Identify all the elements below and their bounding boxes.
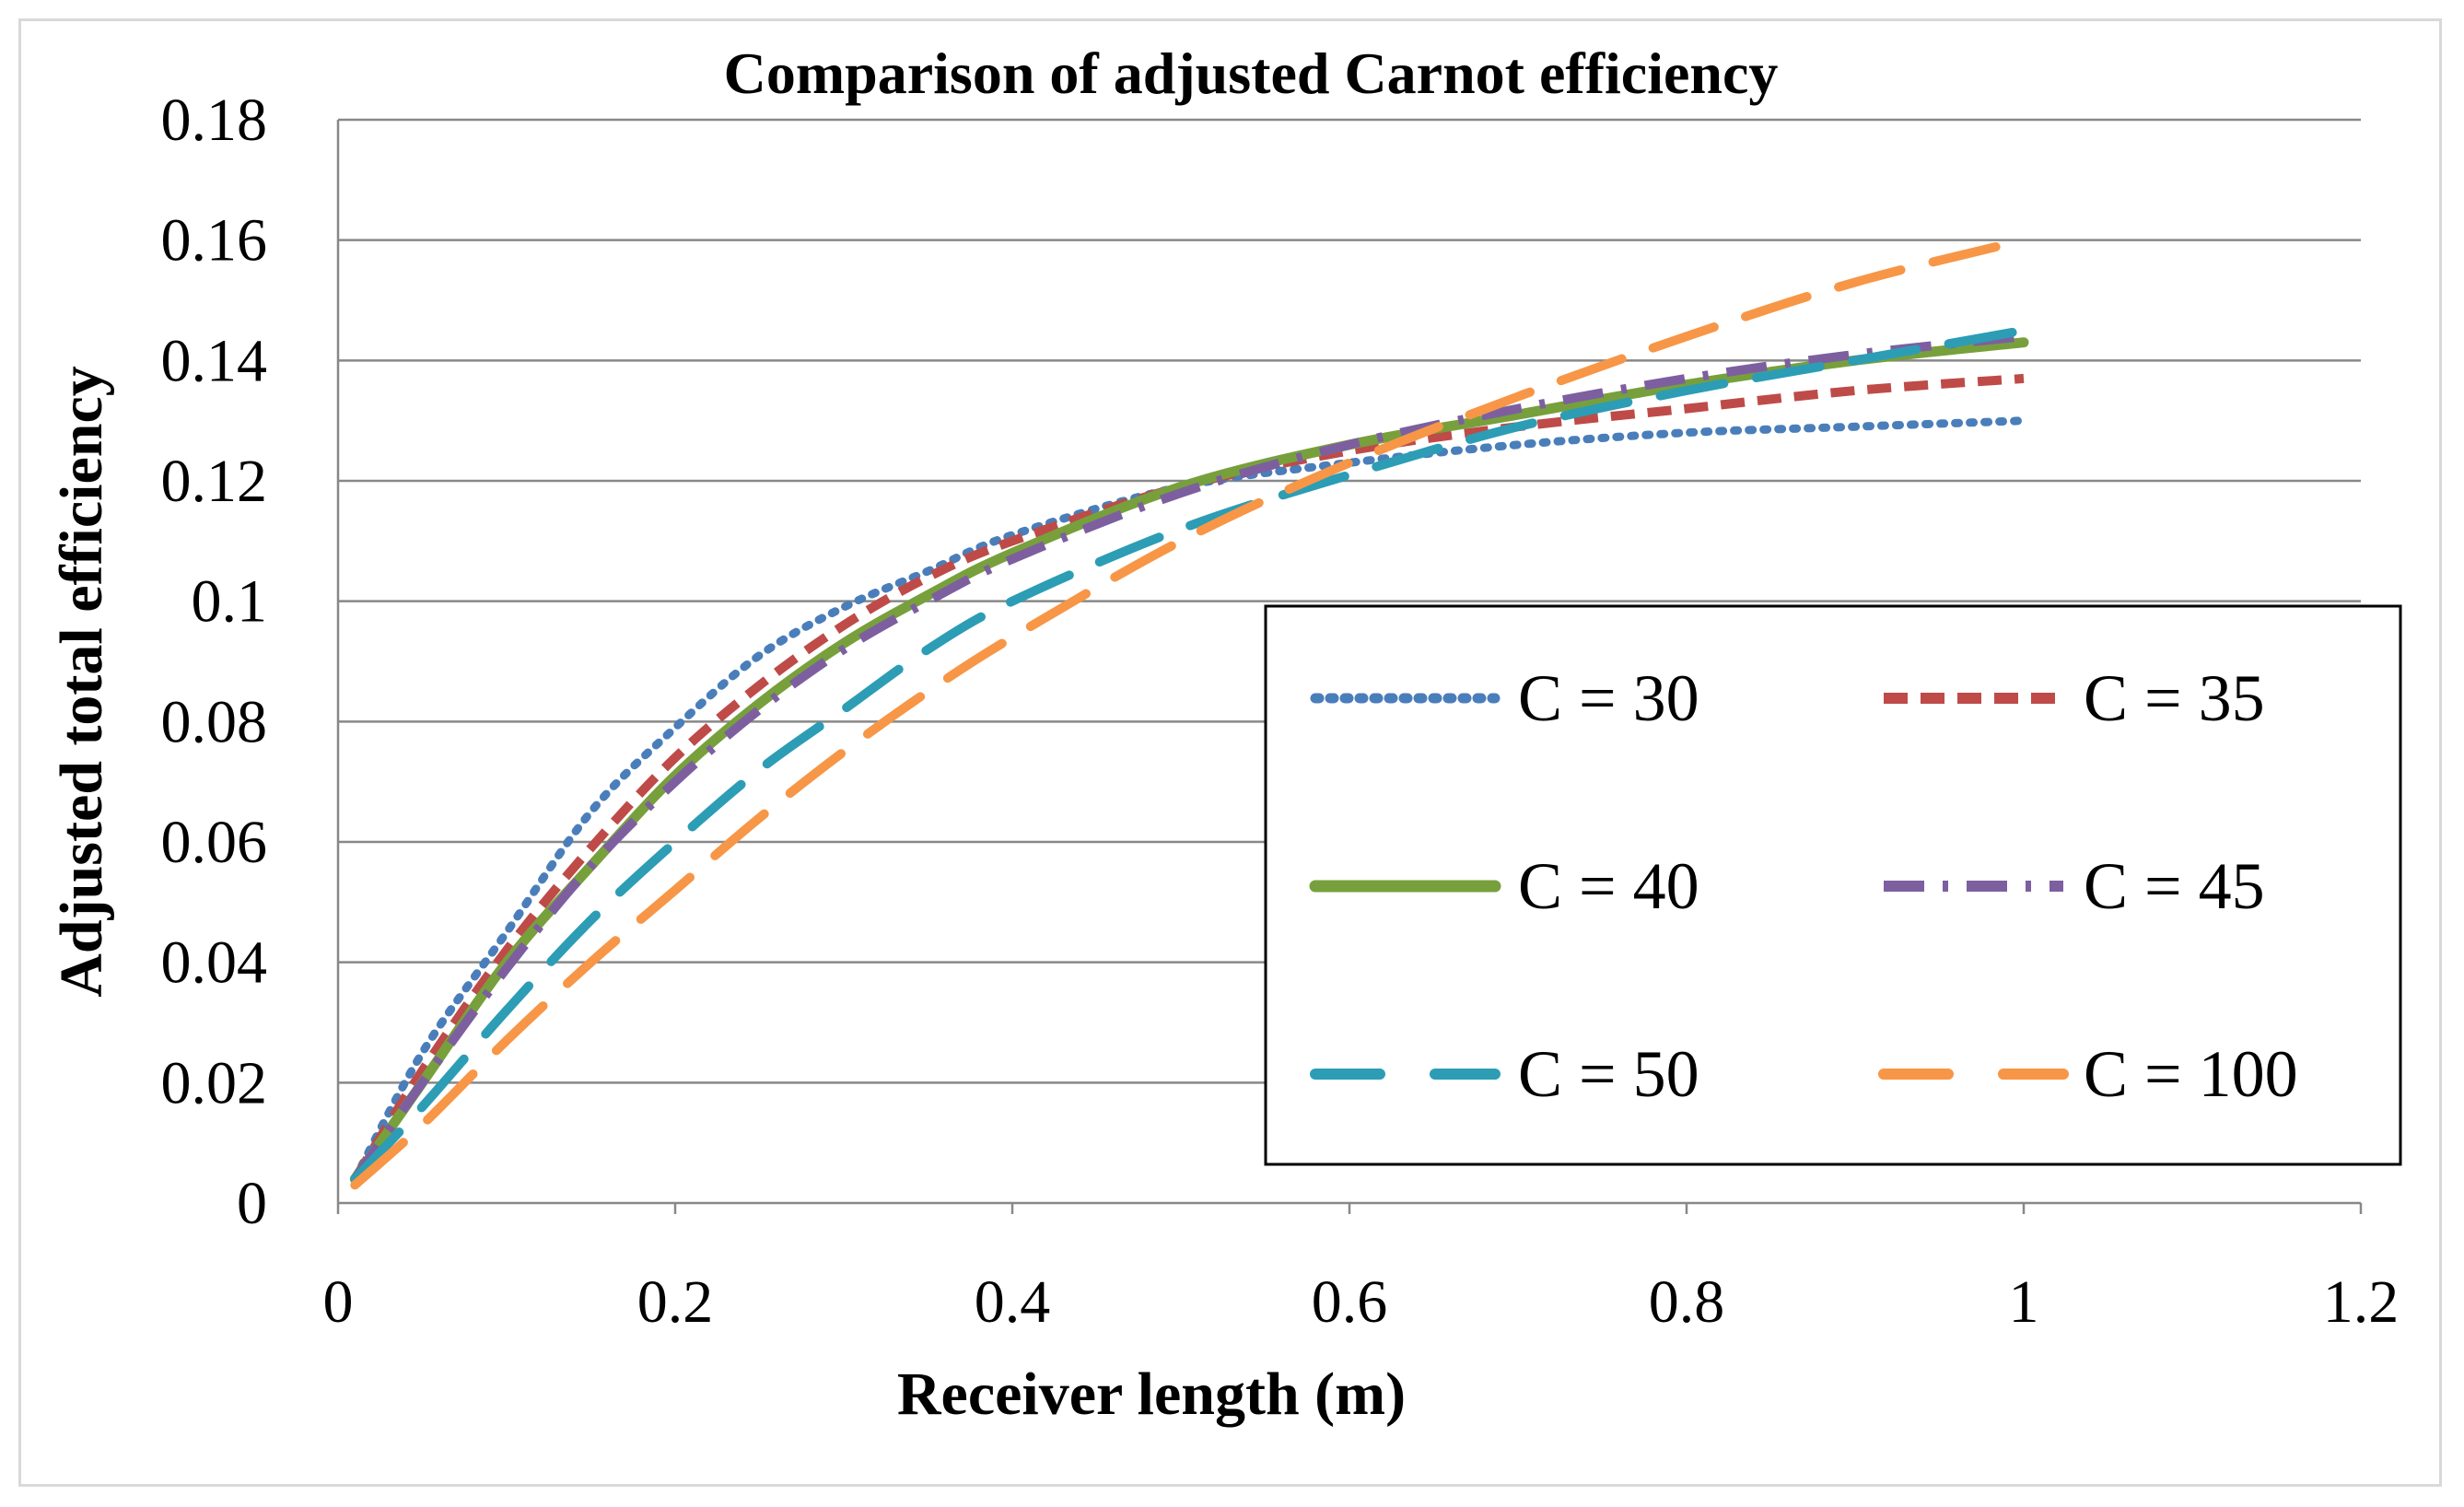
- legend: C = 30 C = 35 C = 40 C = 45 C = 50 C = 100: [1264, 604, 2402, 1166]
- chart-frame: [18, 18, 2442, 1487]
- legend-label: C = 35: [2084, 661, 2265, 735]
- x-tick-label: 0.4: [975, 1268, 1051, 1336]
- legend-label: C = 100: [2084, 1037, 2298, 1111]
- series-line-c-50: [350, 325, 2028, 1184]
- x-tick-label: 0.2: [637, 1268, 714, 1336]
- legend-label: C = 30: [1518, 661, 1699, 735]
- series-line-c-45: [351, 332, 2025, 1182]
- x-tick-label: 0.6: [1312, 1268, 1388, 1336]
- y-tick-label: 0: [237, 1170, 267, 1237]
- x-tick-label: 0.8: [1649, 1268, 1725, 1336]
- plot-series: [349, 235, 2029, 1190]
- y-tick-label: 0.08: [161, 688, 268, 755]
- series-line-c-30: [350, 416, 2028, 1184]
- x-tick-label: 0: [323, 1268, 354, 1336]
- y-tick-label: 0.14: [161, 327, 268, 394]
- tick-labels: 0 0.02 0.04 0.06 0.08 0.1 0.12 0.14 0.16 0.18 0 0.2…: [161, 87, 2400, 1336]
- series-line-c-100: [350, 235, 2028, 1190]
- y-tick-label: 0.06: [161, 809, 268, 876]
- y-tick-label: 0.02: [161, 1049, 268, 1116]
- chart-title: Comparison of adjusted Carnot efficiency: [724, 41, 1779, 106]
- y-tick-label: 0.16: [161, 207, 268, 275]
- legend-label: C = 40: [1518, 849, 1699, 923]
- y-tick-label: 0.18: [161, 87, 268, 154]
- x-tick-label: 1: [2009, 1268, 2039, 1336]
- legend-label: C = 45: [2084, 849, 2265, 923]
- legend-label: C = 50: [1518, 1037, 1699, 1111]
- y-axis-label: Adjusted total efficiency: [48, 366, 115, 998]
- x-tick-label: 1.2: [2323, 1268, 2400, 1336]
- y-tick-label: 0.1: [192, 568, 268, 636]
- y-tick-label: 0.04: [161, 929, 268, 997]
- axes: [336, 120, 2363, 1214]
- y-tick-label: 0.12: [161, 448, 268, 515]
- x-axis-label: Receiver length (m): [897, 1361, 1406, 1428]
